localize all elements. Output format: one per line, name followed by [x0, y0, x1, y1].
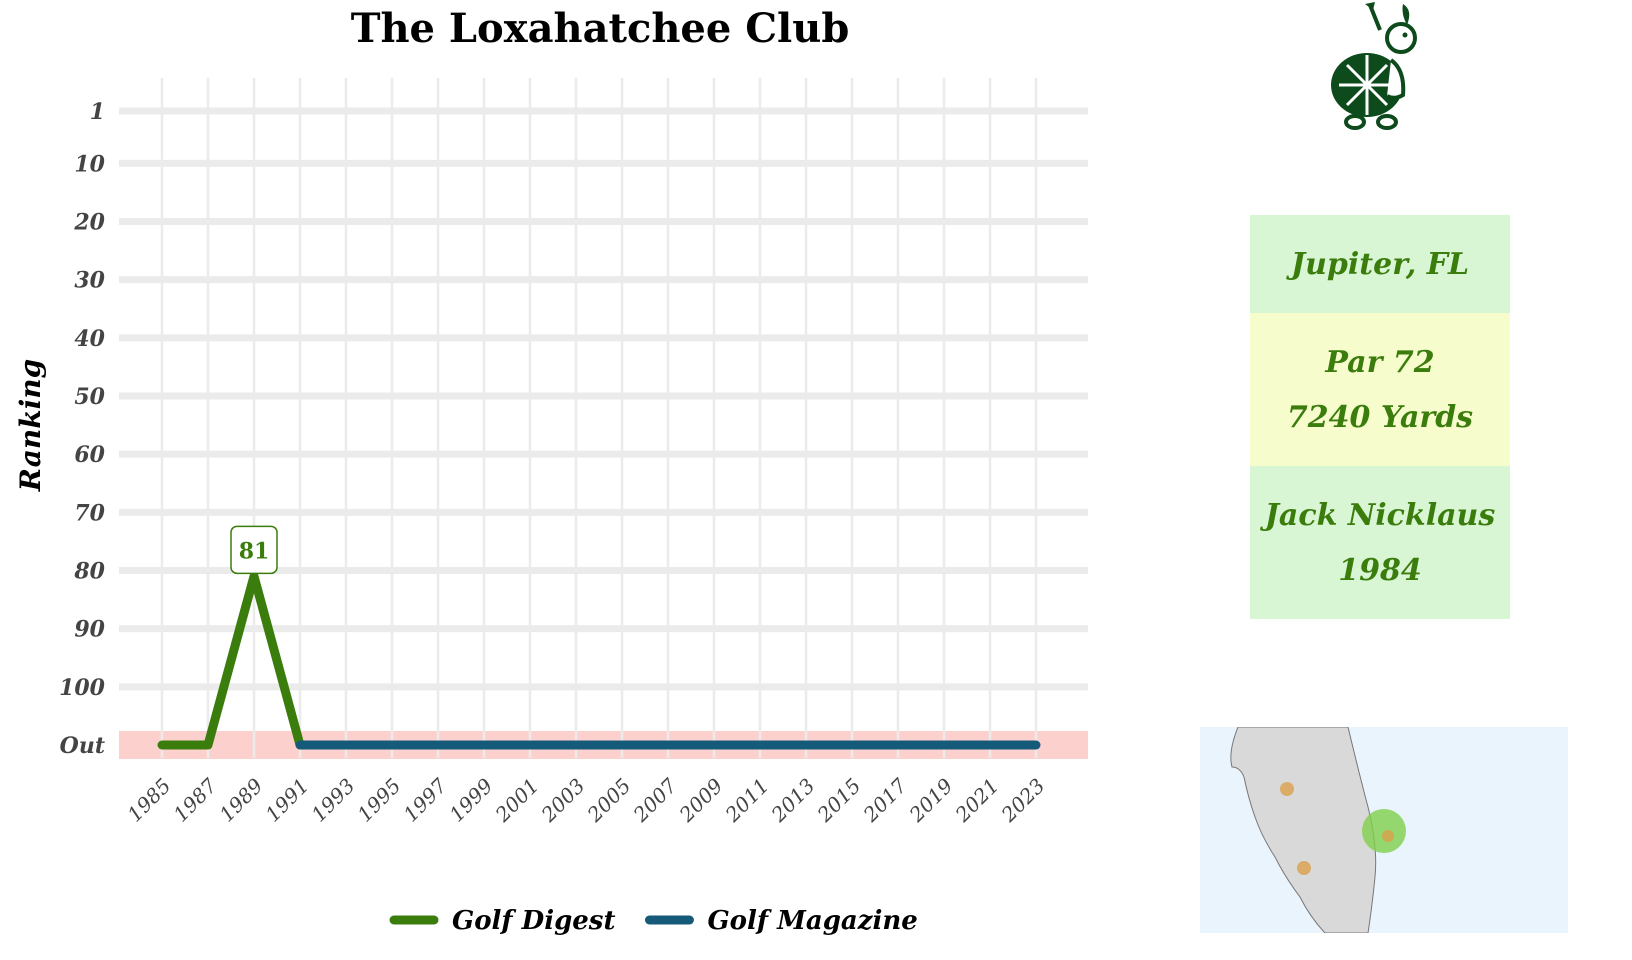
data-label-box	[230, 525, 278, 575]
location-text: Jupiter, FL	[1290, 246, 1470, 282]
x-tick-label: 1993	[307, 774, 360, 827]
x-tick-label: 2013	[766, 774, 820, 828]
legend-label: Golf Digest	[452, 906, 615, 936]
y-tick-label: 50	[74, 384, 105, 410]
turtle-golfer-logo-icon	[1325, 0, 1435, 140]
x-axis-ticks: 1985198719891991199319951997199920012003…	[123, 773, 1050, 827]
x-tick-label: 2005	[582, 774, 636, 828]
x-tick-label: 2007	[628, 773, 682, 827]
designer-text: Jack Nicklaus	[1264, 497, 1496, 533]
florida-landmass	[1230, 727, 1377, 933]
other-course-marker	[1297, 861, 1311, 875]
highlight-location-marker	[1362, 809, 1406, 853]
other-course-marker	[1280, 782, 1294, 796]
x-tick-label: 1997	[399, 773, 452, 826]
data-labels: 81	[230, 525, 278, 575]
year-text: 1984	[1338, 552, 1422, 588]
y-axis-label: Ranking	[14, 359, 47, 492]
y-tick-label: 20	[73, 210, 105, 236]
x-tick-label: 2023	[996, 774, 1050, 828]
y-tick-label: 100	[59, 675, 106, 701]
grid	[119, 78, 1088, 758]
legend-label: Golf Magazine	[707, 906, 917, 936]
x-tick-label: 1995	[353, 774, 406, 827]
par-yards-box: Par 72 7240 Yards	[1250, 313, 1510, 466]
series-lines	[157, 571, 1041, 750]
x-tick-label: 1989	[215, 773, 268, 826]
y-tick-label: 60	[74, 442, 105, 468]
x-tick-label: 2001	[490, 774, 544, 828]
y-tick-label: 80	[73, 559, 105, 585]
x-tick-label: 2009	[674, 773, 728, 827]
x-tick-label: 2021	[950, 774, 1004, 828]
y-axis-ticks: 1 10 20 30 40 50 60 70 80 90 100 Out	[59, 99, 106, 759]
y-tick-label: Out	[60, 733, 105, 759]
course-info-panel: Jupiter, FL Par 72 7240 Yards Jack Nickl…	[1250, 215, 1510, 619]
y-tick-label: 10	[74, 151, 105, 177]
x-tick-label: 1985	[123, 774, 176, 827]
course-marker	[1382, 830, 1394, 842]
yards-text: 7240 Yards	[1286, 399, 1474, 435]
x-tick-label: 2019	[904, 773, 958, 827]
x-tick-label: 1999	[445, 773, 498, 826]
x-tick-label: 1987	[169, 773, 222, 826]
x-tick-label: 2003	[536, 774, 590, 828]
designer-box: Jack Nicklaus 1984	[1250, 466, 1510, 619]
y-tick-label: 1	[90, 99, 105, 125]
location-map	[1200, 727, 1568, 933]
data-label: 81	[239, 538, 270, 564]
x-tick-label: 1991	[261, 774, 314, 827]
y-tick-label: 90	[74, 617, 105, 643]
x-tick-label: 2015	[812, 774, 866, 828]
y-tick-label: 40	[74, 326, 105, 352]
legend: Golf Digest Golf Magazine	[389, 906, 918, 936]
series-line-golf-digest	[157, 571, 305, 750]
x-tick-label: 2011	[720, 774, 774, 828]
par-text: Par 72	[1325, 344, 1435, 380]
y-tick-label: 70	[74, 500, 105, 526]
x-tick-label: 2017	[858, 773, 912, 827]
y-tick-label: 30	[74, 268, 105, 294]
chart-title: The Loxahatchee Club	[351, 5, 850, 52]
location-box: Jupiter, FL	[1250, 215, 1510, 313]
